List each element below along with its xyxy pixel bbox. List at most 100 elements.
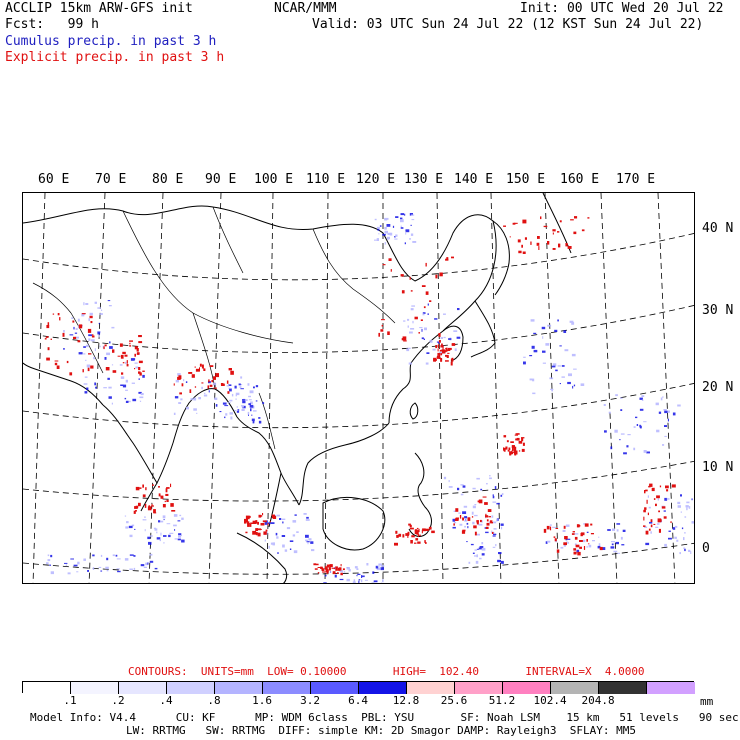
explicit-cell xyxy=(129,345,132,347)
explicit-cell xyxy=(425,291,429,295)
cumulus-cell xyxy=(240,384,243,386)
cumulus-cell xyxy=(286,527,291,530)
cumulus-cell xyxy=(63,348,65,350)
cumulus-cell xyxy=(120,376,125,379)
cumulus-cell xyxy=(495,544,497,547)
cumulus-cell xyxy=(382,579,384,583)
cumulus-cell xyxy=(229,412,233,415)
explicit-cell xyxy=(138,341,143,344)
cumulus-cell xyxy=(258,420,262,424)
cumulus-cell xyxy=(174,538,178,540)
explicit-cell xyxy=(409,527,414,530)
explicit-cell xyxy=(138,367,141,371)
cumulus-cell xyxy=(571,322,575,325)
cumulus-cell xyxy=(549,377,554,380)
explicit-cell xyxy=(181,383,184,387)
cumulus-cell xyxy=(422,312,426,314)
cumulus-cell xyxy=(561,365,565,367)
explicit-cell xyxy=(121,372,124,375)
cumulus-cell xyxy=(239,386,242,388)
cumulus-cell xyxy=(224,416,226,419)
explicit-cell xyxy=(522,442,525,446)
explicit-cell xyxy=(543,225,548,228)
cumulus-cell xyxy=(626,445,629,448)
explicit-cell xyxy=(650,524,653,528)
cumulus-cell xyxy=(111,364,114,366)
explicit-cell xyxy=(521,448,525,452)
cumulus-cell xyxy=(177,538,181,541)
cumulus-cell xyxy=(602,547,606,550)
cumulus-cell xyxy=(466,522,469,525)
cumulus-cell xyxy=(474,514,478,517)
explicit-cell xyxy=(467,517,471,521)
cumulus-cell xyxy=(541,326,546,330)
explicit-cell xyxy=(213,376,216,380)
cumulus-cell xyxy=(567,538,571,540)
cumulus-cell xyxy=(258,417,261,419)
explicit-cell xyxy=(400,274,404,277)
explicit-cell xyxy=(398,533,402,537)
cumulus-cell xyxy=(663,409,667,411)
explicit-cell xyxy=(104,344,107,347)
explicit-cell xyxy=(221,383,225,386)
cumulus-cell xyxy=(568,373,572,377)
explicit-cell xyxy=(563,525,566,529)
explicit-cell xyxy=(117,355,121,357)
explicit-cell xyxy=(653,498,656,500)
explicit-cell xyxy=(87,328,92,333)
explicit-cell xyxy=(158,486,160,488)
explicit-cell xyxy=(338,567,340,571)
explicit-cell xyxy=(650,519,653,522)
explicit-cell xyxy=(126,360,128,364)
explicit-cell xyxy=(567,246,572,249)
explicit-cell xyxy=(88,353,92,355)
cumulus-cell xyxy=(588,544,592,548)
explicit-cell xyxy=(429,300,432,302)
cumulus-cell xyxy=(371,582,375,583)
cumulus-cell xyxy=(373,580,378,583)
explicit-cell xyxy=(191,374,195,378)
explicit-cell xyxy=(510,451,514,454)
cumulus-cell xyxy=(476,548,479,550)
cumulus-cell xyxy=(531,345,535,349)
cumulus-cell xyxy=(562,529,566,532)
cumulus-cell xyxy=(384,230,388,234)
cumulus-cell xyxy=(339,578,344,581)
cumulus-cell xyxy=(276,514,280,517)
explicit-cell xyxy=(255,528,258,531)
cumulus-cell xyxy=(117,570,121,573)
cumulus-cell xyxy=(111,326,115,329)
cumulus-cell xyxy=(481,547,486,551)
lon-label: 170 E xyxy=(616,172,656,187)
explicit-cell xyxy=(510,441,514,443)
cumulus-cell xyxy=(361,575,363,578)
cumulus-cell xyxy=(131,382,135,384)
explicit-cell xyxy=(530,241,532,245)
explicit-cell xyxy=(138,502,141,507)
cumulus-cell xyxy=(620,397,623,399)
cumulus-cell xyxy=(448,486,453,488)
explicit-cell xyxy=(248,515,251,518)
colorbar-cell xyxy=(647,682,695,694)
explicit-cell xyxy=(139,372,142,376)
lon-label: 140 E xyxy=(454,172,494,187)
cumulus-cell xyxy=(306,516,309,519)
cumulus-cell xyxy=(103,387,107,389)
explicit-cell xyxy=(503,225,506,227)
cumulus-cell xyxy=(156,537,161,540)
cumulus-cell xyxy=(633,447,636,451)
cumulus-cell xyxy=(377,565,380,567)
cumulus-cell xyxy=(426,352,430,354)
explicit-cell xyxy=(417,541,421,544)
cumulus-cell xyxy=(129,554,134,556)
explicit-cell xyxy=(437,344,440,349)
explicit-cell xyxy=(402,336,407,341)
cumulus-cell xyxy=(125,400,129,403)
explicit-cell xyxy=(247,521,250,525)
explicit-cell xyxy=(411,535,415,538)
cumulus-cell xyxy=(384,226,387,230)
cumulus-cell xyxy=(143,519,147,521)
cumulus-cell xyxy=(134,528,136,530)
cumulus-cell xyxy=(225,413,228,416)
cumulus-cell xyxy=(324,574,327,577)
